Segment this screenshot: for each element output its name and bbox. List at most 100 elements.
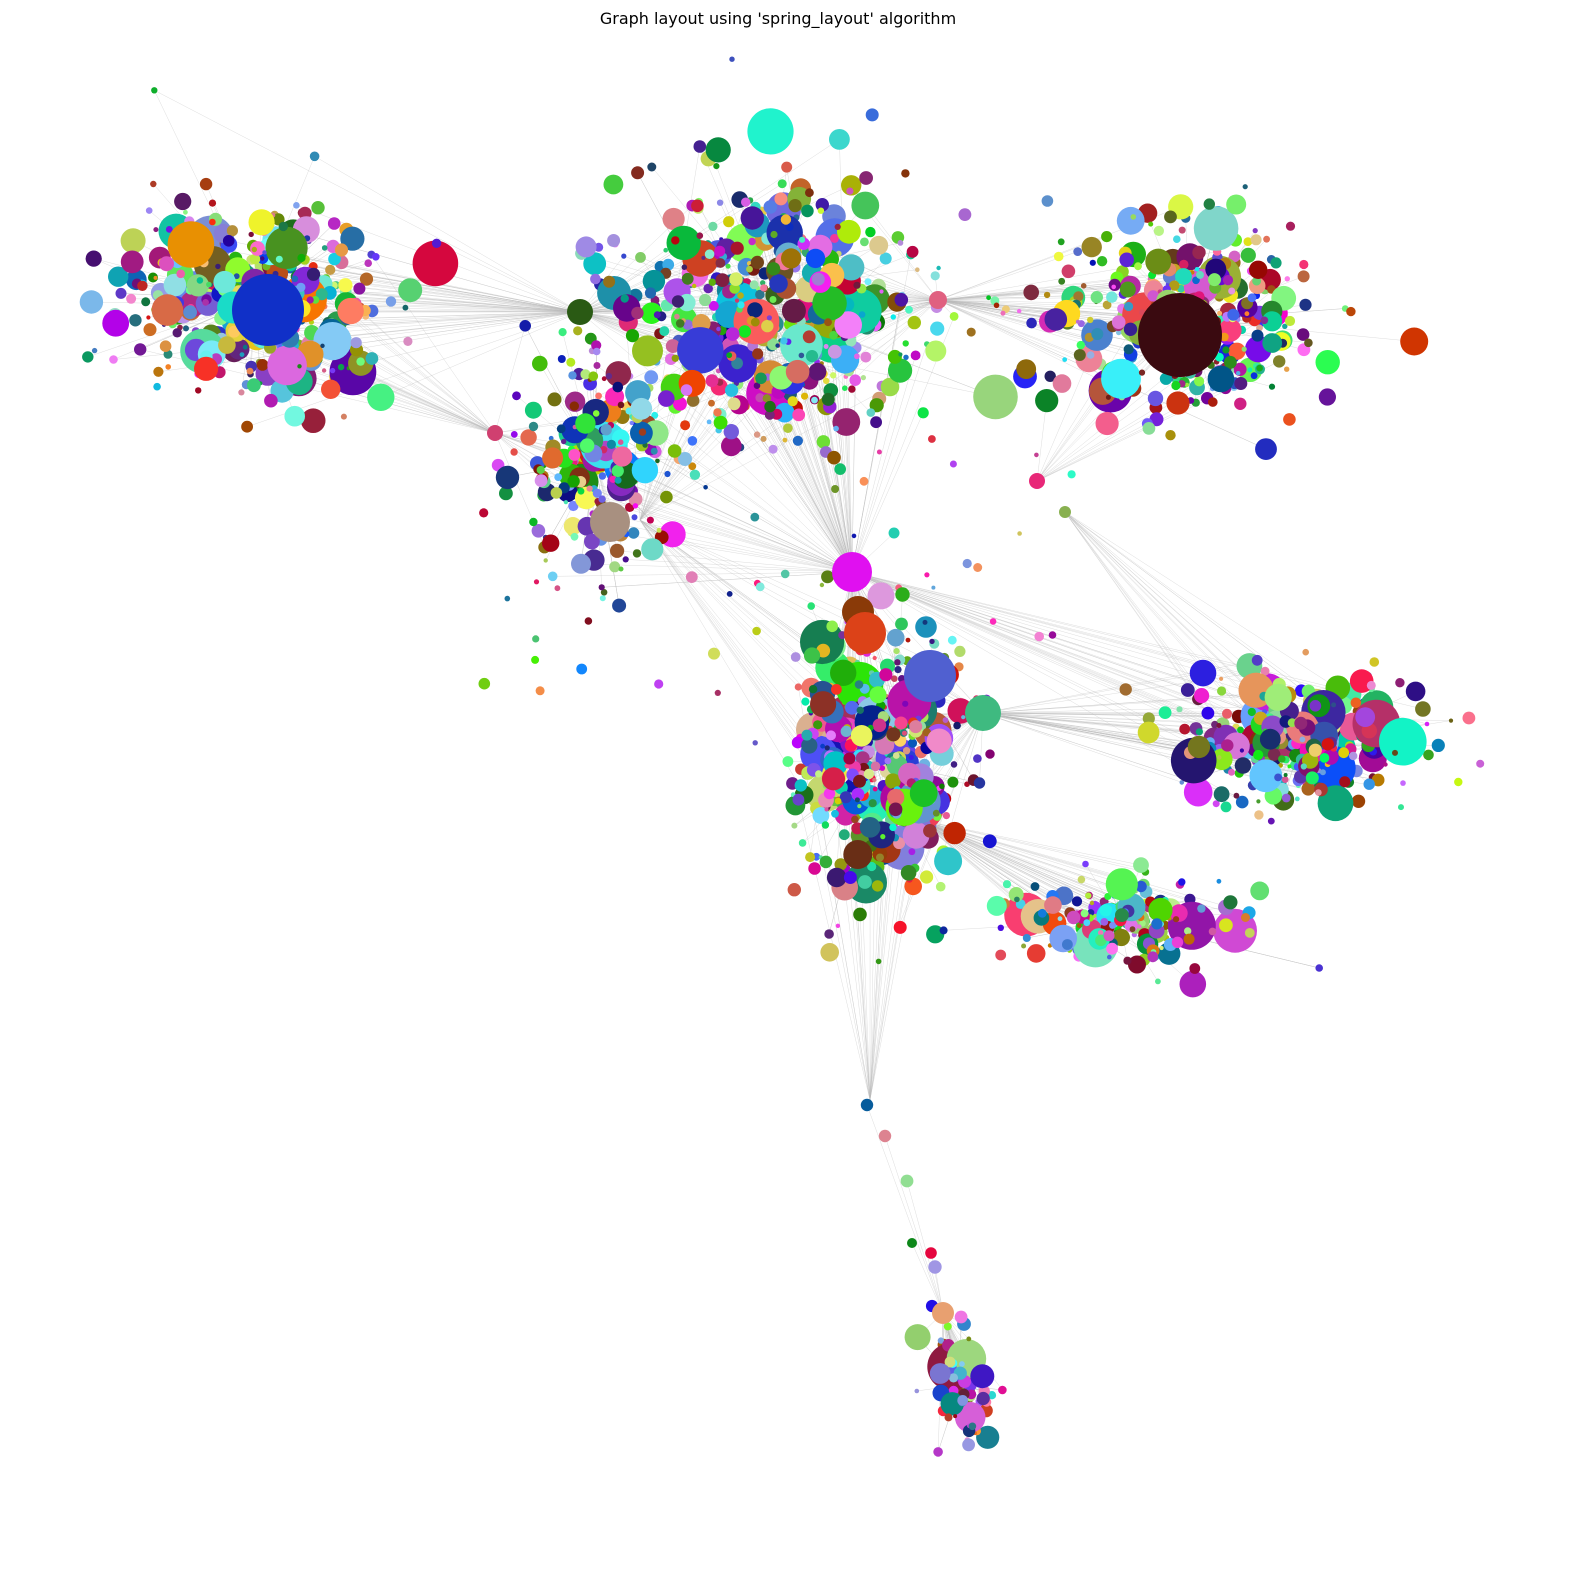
node xyxy=(1216,723,1222,728)
node xyxy=(479,508,489,518)
edge xyxy=(614,477,853,573)
node xyxy=(902,730,907,736)
node xyxy=(1234,377,1248,390)
node xyxy=(605,361,632,387)
node xyxy=(958,208,972,222)
node xyxy=(126,293,137,304)
node xyxy=(753,382,761,390)
node xyxy=(723,216,735,228)
node xyxy=(654,679,664,689)
node xyxy=(763,200,778,214)
node xyxy=(930,271,940,281)
node xyxy=(864,278,872,286)
node xyxy=(1208,397,1218,407)
node xyxy=(973,777,986,789)
node xyxy=(1192,245,1206,260)
node xyxy=(928,435,936,443)
edge xyxy=(884,1135,944,1314)
node xyxy=(1215,352,1224,362)
edge xyxy=(1036,332,1142,482)
node xyxy=(129,314,142,327)
node xyxy=(834,223,841,230)
node xyxy=(662,207,685,231)
edge xyxy=(581,563,853,573)
node xyxy=(1415,701,1431,717)
node xyxy=(1251,654,1263,666)
node xyxy=(1057,916,1063,922)
node xyxy=(816,435,831,449)
node xyxy=(746,265,753,273)
node xyxy=(1076,340,1086,350)
node xyxy=(933,1447,943,1457)
node xyxy=(1260,316,1269,325)
node xyxy=(1217,686,1227,696)
node xyxy=(993,302,1000,309)
node xyxy=(750,255,765,269)
node xyxy=(1227,308,1240,321)
node xyxy=(1116,206,1145,235)
node xyxy=(1224,355,1237,369)
node xyxy=(924,572,930,578)
node xyxy=(1023,284,1039,301)
edge xyxy=(1119,919,1159,982)
edge xyxy=(625,559,853,573)
node xyxy=(1278,755,1286,763)
node xyxy=(1366,680,1376,690)
node xyxy=(1145,248,1172,275)
node xyxy=(1171,936,1184,948)
node xyxy=(863,768,875,780)
node xyxy=(296,282,306,292)
node xyxy=(120,250,144,274)
node xyxy=(893,920,907,934)
node xyxy=(917,407,929,419)
node xyxy=(752,626,761,636)
title: Graph layout using 'spring_layout' algor… xyxy=(600,9,956,29)
node xyxy=(821,570,834,584)
node xyxy=(867,861,877,872)
edge xyxy=(937,299,1065,360)
node xyxy=(860,375,867,381)
node xyxy=(1263,235,1270,243)
node xyxy=(689,469,701,480)
node xyxy=(902,340,909,347)
edge xyxy=(982,712,1182,783)
node xyxy=(1159,945,1164,951)
node xyxy=(1085,892,1092,899)
node xyxy=(109,355,118,364)
node xyxy=(1302,648,1309,656)
node xyxy=(337,363,345,371)
edge xyxy=(982,712,1223,725)
node xyxy=(905,637,911,643)
node xyxy=(1101,358,1141,399)
node xyxy=(1239,748,1244,753)
node xyxy=(598,495,606,503)
node xyxy=(590,502,630,542)
node xyxy=(997,924,1004,931)
node xyxy=(1087,316,1094,324)
node xyxy=(939,783,945,790)
node xyxy=(1228,287,1236,295)
node xyxy=(1155,978,1161,985)
node xyxy=(145,207,153,214)
node xyxy=(519,320,531,332)
node xyxy=(1139,920,1146,927)
node xyxy=(487,425,503,441)
node xyxy=(311,201,325,215)
edge xyxy=(257,248,581,313)
node xyxy=(1213,786,1230,803)
node xyxy=(1116,329,1122,336)
node xyxy=(601,376,607,382)
node xyxy=(612,598,627,613)
node xyxy=(1285,221,1296,231)
node xyxy=(262,250,267,255)
node xyxy=(801,697,810,706)
node xyxy=(1137,924,1142,929)
node xyxy=(674,313,680,320)
node xyxy=(1022,934,1031,942)
node xyxy=(1454,777,1463,787)
node xyxy=(714,245,726,257)
node xyxy=(691,199,704,213)
node xyxy=(1073,291,1084,302)
node xyxy=(843,752,856,765)
node xyxy=(1173,916,1180,923)
